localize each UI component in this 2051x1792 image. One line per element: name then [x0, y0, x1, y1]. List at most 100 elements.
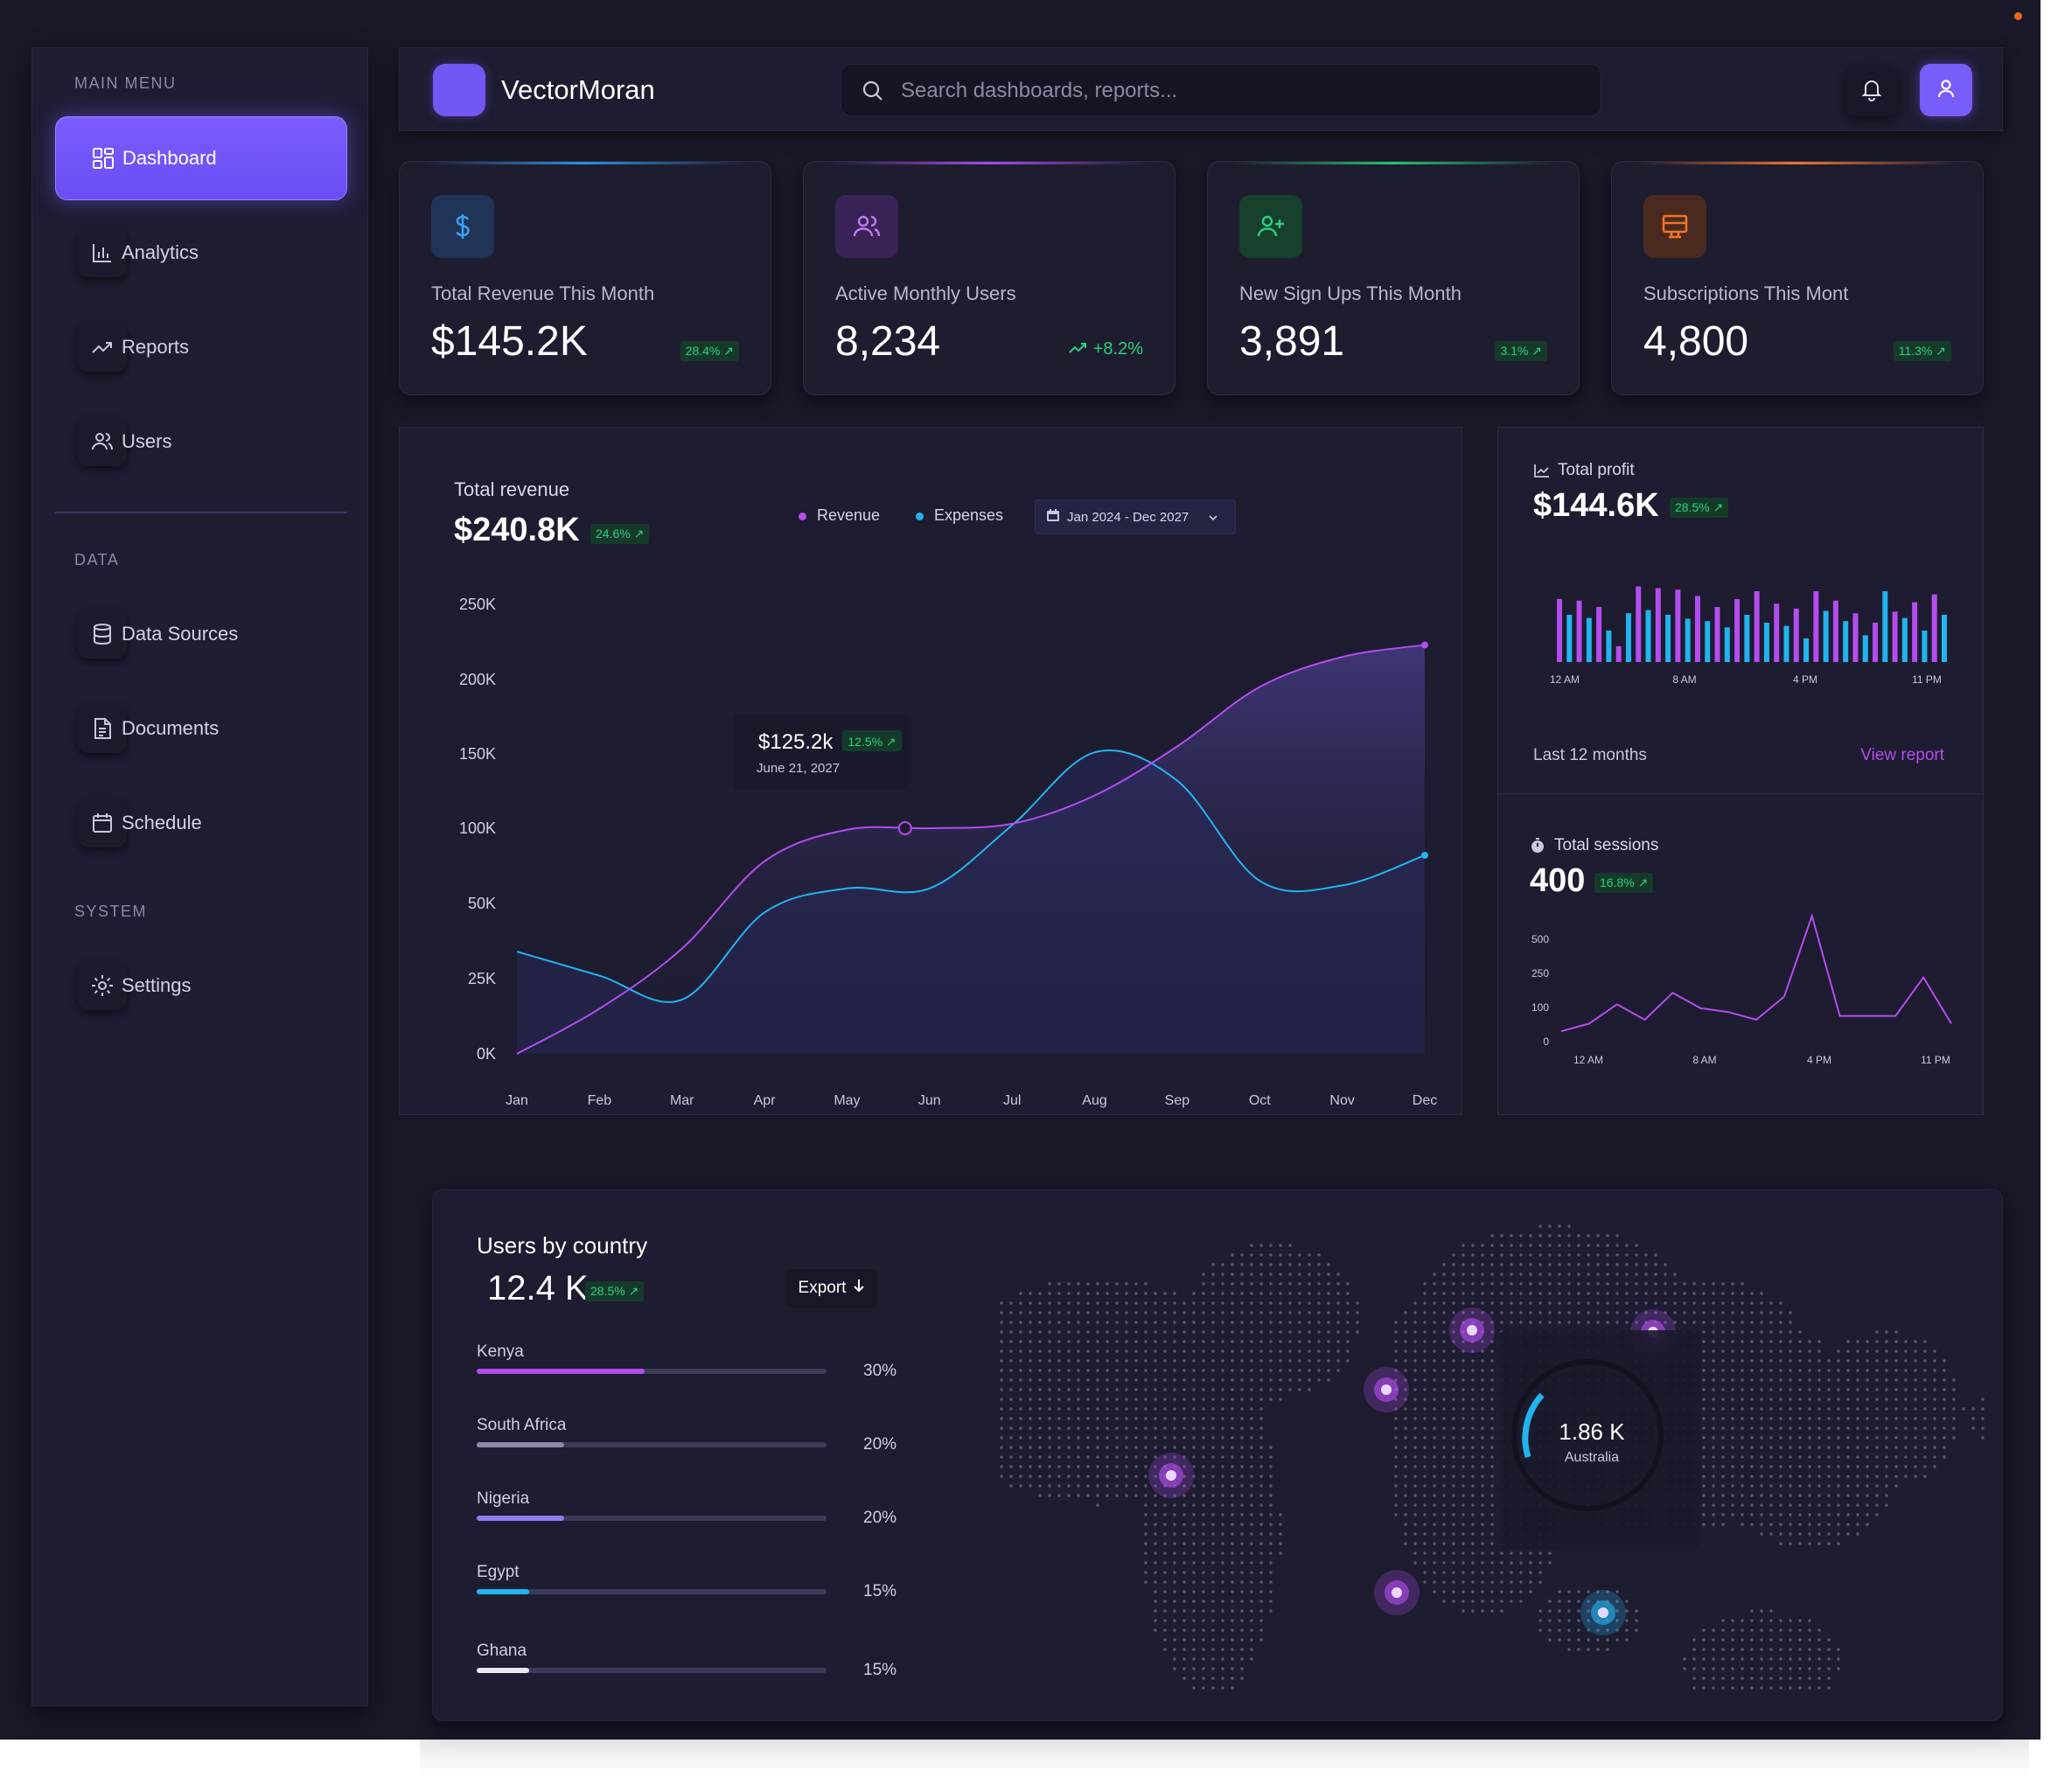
revenue-line — [516, 644, 1426, 1055]
x-tick-label: Jun — [918, 1093, 941, 1108]
profit-bar — [1586, 617, 1592, 662]
sidebar-item-reports[interactable]: Reports — [55, 305, 347, 389]
country-progress-fill — [477, 1668, 529, 1673]
stat-badge: 28.4% ↗ — [680, 341, 739, 361]
stat-value: 8,234 — [835, 318, 941, 365]
bell-icon — [1859, 77, 1884, 106]
profile-button[interactable] — [1920, 64, 1972, 116]
profit-bar — [1694, 596, 1700, 662]
sidebar-item-schedule[interactable]: Schedule — [55, 781, 347, 865]
sidebar-item-label: Data Sources — [122, 623, 239, 645]
profit-bar — [1763, 623, 1769, 662]
callout-ring-track — [1511, 1359, 1664, 1511]
x-tick-label: Dec — [1413, 1093, 1437, 1108]
search-box[interactable] — [841, 64, 1601, 116]
revenue-panel: 250K 200K 150K 100K 50K 25K 0K Jan Feb Mar Apr May J… — [399, 427, 1462, 1115]
brand-logo[interactable] — [433, 64, 485, 116]
stat-card-subscriptions[interactable]: Subscriptions This Mont 4,800 11.3% ↗ — [1611, 161, 1984, 395]
legend-label: Expenses — [934, 506, 1004, 524]
sidebar-item-users[interactable]: Users — [55, 400, 347, 484]
card-accent — [1234, 162, 1552, 164]
x-tick-label: 4 PM — [1807, 1054, 1831, 1066]
trending-icon — [78, 323, 127, 372]
search-input[interactable] — [901, 75, 1583, 107]
x-tick-label: May — [834, 1093, 860, 1108]
callout-label: Australia — [1565, 1450, 1619, 1465]
profit-bar — [1557, 599, 1562, 662]
tooltip-badge: 12.5% ↗ — [848, 735, 896, 749]
date-range-picker[interactable]: Jan 2024 - Dec 2027 — [1035, 499, 1236, 534]
export-button[interactable]: Export — [786, 1269, 877, 1307]
profit-bar — [1675, 589, 1681, 662]
sidebar-item-analytics[interactable]: Analytics — [55, 211, 347, 295]
stat-label: Total Revenue This Month — [431, 282, 655, 304]
profit-bar — [1754, 591, 1760, 662]
profit-badge: 28.5% ↗ — [1670, 498, 1729, 518]
notifications-button[interactable] — [1846, 66, 1897, 116]
revenue-badge: 24.6% ↗ — [590, 524, 650, 544]
country-progress-track — [477, 1516, 827, 1521]
profit-bar — [1912, 602, 1918, 662]
sessions-panel: Total sessions 400 16.8% ↗ 500 250 100 0 12 … — [1497, 794, 1984, 1115]
sidebar-item-label: Users — [122, 430, 172, 452]
legend-revenue[interactable]: Revenue — [799, 506, 880, 525]
stat-card-active-users[interactable]: Active Monthly Users 8,234 +8.2% — [803, 161, 1175, 395]
dashboard-icon — [79, 134, 128, 183]
profit-bar — [1705, 621, 1711, 662]
profit-bar — [1576, 600, 1582, 662]
revenue-total: $240.8K — [454, 512, 580, 548]
world-map: 1.86 K Australia — [1000, 1224, 1985, 1690]
profit-bar — [1744, 615, 1750, 662]
y-tick-label: 100K — [459, 819, 496, 837]
stat-badge: 11.3% ↗ — [1893, 341, 1951, 361]
callout-value: 1.86 K — [1559, 1419, 1625, 1445]
legend-expenses[interactable]: Expenses — [916, 506, 1003, 525]
x-tick-label: Oct — [1249, 1093, 1271, 1108]
x-tick-label: Jul — [1003, 1093, 1021, 1108]
sidebar-item-data-sources[interactable]: Data Sources — [55, 592, 347, 676]
expenses-line — [516, 750, 1426, 1003]
x-tick-label: 11 PM — [1912, 673, 1942, 686]
stat-trend: +8.2% — [1069, 339, 1143, 359]
profit-bar — [1803, 638, 1810, 662]
stat-trend-value: +8.2% — [1092, 339, 1143, 359]
database-icon — [78, 610, 127, 659]
map-dots — [1000, 1224, 1985, 1690]
profit-bar — [1596, 607, 1602, 662]
profit-bar — [1813, 591, 1819, 662]
country-progress-track — [477, 1442, 827, 1447]
country-progress-fill — [477, 1516, 564, 1521]
expenses-end-point — [1421, 851, 1428, 859]
country-percent: 20% — [863, 1509, 897, 1527]
profit-bar — [1606, 631, 1612, 662]
stat-card-revenue[interactable]: Total Revenue This Month $145.2K 28.4% ↗ — [399, 161, 771, 395]
profit-bar — [1852, 613, 1859, 662]
profit-bar — [1645, 610, 1651, 662]
country-progress-track — [477, 1369, 827, 1374]
country-name: Nigeria — [477, 1489, 530, 1508]
main-menu-title: MAIN MENU — [74, 74, 177, 92]
stat-value: 4,800 — [1643, 318, 1749, 365]
stat-badge: 3.1% ↗ — [1495, 341, 1547, 361]
stat-value: 3,891 — [1239, 318, 1345, 365]
country-progress-fill — [477, 1369, 645, 1374]
marker-core — [1166, 1470, 1176, 1481]
x-tick-label: 12 AM — [1573, 1054, 1603, 1066]
revenue-end-point — [1421, 641, 1428, 649]
x-tick-label: Aug — [1082, 1093, 1106, 1108]
sidebar-item-dashboard[interactable]: Dashboard — [55, 116, 347, 200]
y-tick-label: 100 — [1531, 1001, 1549, 1014]
y-tick-label: 250 — [1531, 967, 1549, 980]
country-name: Egypt — [477, 1563, 520, 1581]
stat-card-signups[interactable]: New Sign Ups This Month 3,891 3.1% ↗ — [1207, 161, 1580, 395]
country-percent: 30% — [863, 1362, 897, 1380]
sidebar-item-documents[interactable]: Documents — [55, 687, 347, 770]
revenue-title: Total revenue — [454, 478, 570, 500]
sidebar-item-settings[interactable]: Settings — [55, 944, 347, 1028]
profit-value: $144.6K — [1533, 487, 1659, 524]
x-tick-label: Sep — [1165, 1093, 1190, 1108]
brand-name: VectorMoran — [501, 74, 655, 105]
revenue-area — [517, 645, 1425, 1054]
view-report-link[interactable]: View report — [1860, 746, 1944, 764]
card-accent — [426, 162, 744, 164]
